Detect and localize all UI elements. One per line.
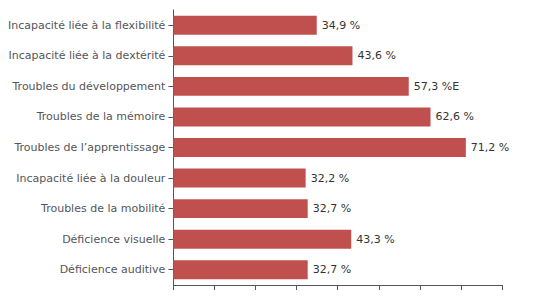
- svg-text:Déficience visuelle: Déficience visuelle: [62, 233, 165, 246]
- svg-text:32,2 %: 32,2 %: [311, 172, 349, 185]
- svg-text:71,2 %: 71,2 %: [471, 141, 509, 154]
- svg-text:62,6 %: 62,6 %: [436, 110, 474, 123]
- svg-text:Troubles de la mobilité: Troubles de la mobilité: [40, 202, 166, 215]
- svg-text:32,7 %: 32,7 %: [313, 202, 351, 215]
- svg-text:Incapacité liée à la douleur: Incapacité liée à la douleur: [16, 172, 166, 185]
- svg-text:Incapacité liée à la flexibili: Incapacité liée à la flexibilité: [8, 19, 166, 32]
- svg-text:Troubles du développement: Troubles du développement: [11, 80, 166, 93]
- svg-text:34,9 %: 34,9 %: [322, 19, 360, 32]
- svg-text:43,3 %: 43,3 %: [356, 233, 394, 246]
- svg-text:Déficience auditive: Déficience auditive: [60, 263, 166, 276]
- svg-text:57,3 %E: 57,3 %E: [414, 80, 459, 93]
- svg-text:32,7 %: 32,7 %: [313, 263, 351, 276]
- svg-text:Troubles de l’apprentissage: Troubles de l’apprentissage: [13, 141, 165, 154]
- svg-text:Incapacité liée à la dextérité: Incapacité liée à la dextérité: [8, 49, 165, 62]
- svg-text:43,6 %: 43,6 %: [357, 49, 395, 62]
- svg-text:Troubles de la mémoire: Troubles de la mémoire: [36, 110, 166, 123]
